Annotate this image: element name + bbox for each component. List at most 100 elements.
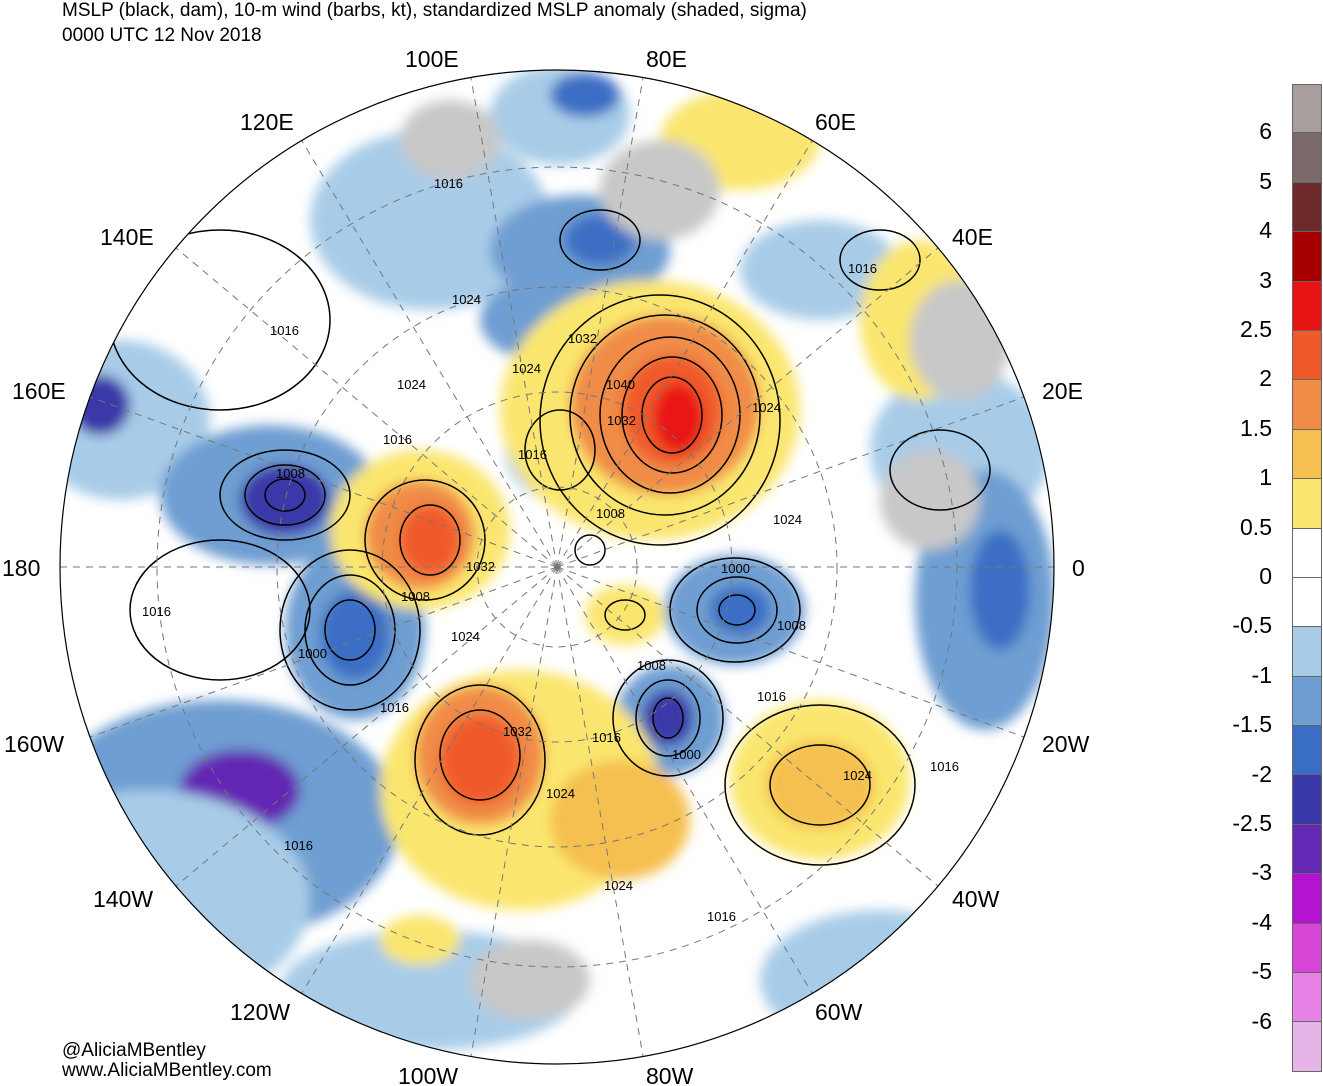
colorbar-tick-label: 1.5 — [1240, 414, 1272, 441]
colorbar-tick-label: 6 — [1259, 118, 1272, 145]
anomaly-colorbar — [1292, 84, 1322, 1072]
lon-label: 160E — [12, 378, 66, 404]
colorbar-swatch — [1292, 330, 1322, 381]
colorbar-tick-label: -2 — [1251, 760, 1272, 787]
map-title: MSLP (black, dam), 10-m wind (barbs, kt)… — [62, 0, 807, 21]
isobar-label: 1000 — [672, 747, 701, 762]
isobar-label: 1016 — [434, 176, 463, 191]
colorbar-tick-label: 1 — [1259, 464, 1272, 491]
colorbar-swatch — [1292, 627, 1322, 677]
lon-label: 20W — [1042, 731, 1090, 757]
isobar-label: 1024 — [773, 512, 802, 527]
isobar-label: 1000 — [298, 646, 327, 661]
longitude-labels: 100E 80E 120E 60E 140E 40E 160E 20E 180 … — [2, 46, 1090, 1086]
colorbar-tick-label: 0 — [1259, 563, 1272, 589]
lon-label: 80E — [646, 46, 687, 72]
isobar-label: 1016 — [380, 700, 409, 715]
anomaly-shading — [60, 70, 1054, 1064]
isobar-label: 1008 — [777, 618, 806, 633]
colorbar-swatch — [1292, 824, 1322, 875]
colorbar-swatch — [1292, 676, 1322, 727]
isobar-label: 1016 — [592, 730, 621, 745]
lon-label: 100E — [405, 46, 459, 72]
isobar-label: 1000 — [721, 561, 750, 576]
isobar-label: 1024 — [752, 400, 781, 415]
map-boundary — [59, 69, 1055, 1065]
colorbar-tick-label: 0.5 — [1240, 513, 1272, 540]
colorbar-swatch — [1292, 380, 1322, 430]
lon-label: 120W — [230, 999, 290, 1025]
colorbar-swatch — [1292, 973, 1322, 1023]
lon-label: 40W — [952, 886, 1000, 912]
colorbar-tick-label: -6 — [1251, 1007, 1272, 1034]
lon-label: 100W — [398, 1063, 458, 1086]
colorbar-tick-label: 2 — [1259, 365, 1272, 392]
colorbar-tick-label: 5 — [1259, 167, 1272, 194]
isobar-label: 1016 — [518, 447, 547, 462]
colorbar-swatch — [1292, 281, 1322, 331]
colorbar-swatch — [1292, 923, 1322, 974]
lon-label: 120E — [240, 109, 294, 135]
isobar-labels: 1016 1024 1016 1024 1032 1024 1040 1032 … — [142, 176, 959, 924]
colorbar-swatch — [1292, 84, 1322, 134]
isobar-label: 1016 — [848, 261, 877, 276]
lon-label: 0 — [1072, 555, 1085, 581]
colorbar-swatch — [1292, 874, 1322, 924]
colorbar-tick-label: -4 — [1251, 908, 1272, 935]
colorbar-tick-label: -3 — [1251, 859, 1272, 886]
isobar-label: 1016 — [757, 689, 786, 704]
colorbar-swatch — [1292, 479, 1322, 529]
colorbar-swatch — [1292, 133, 1322, 183]
colorbar-swatch — [1292, 1022, 1322, 1072]
lon-label: 60E — [815, 109, 856, 135]
lon-label: 40E — [952, 224, 993, 250]
isobar-label: 1008 — [401, 589, 430, 604]
colorbar-tick-label: -0.5 — [1232, 612, 1272, 639]
colorbar-tick-label: -1.5 — [1232, 711, 1272, 738]
colorbar-swatch — [1292, 775, 1322, 825]
lon-label: 160W — [4, 731, 64, 757]
isobar-label: 1016 — [930, 759, 959, 774]
lon-label: 180 — [2, 555, 40, 581]
isobar-label: 1024 — [451, 629, 480, 644]
isobar-label: 1024 — [546, 786, 575, 801]
isobar-label: 1016 — [383, 432, 412, 447]
lon-label: 20E — [1042, 378, 1083, 404]
lon-label: 80W — [646, 1063, 694, 1086]
colorbar-swatch — [1292, 577, 1322, 628]
colorbar-swatch — [1292, 182, 1322, 233]
isobar-label: 1032 — [568, 331, 597, 346]
isobar-label: 1016 — [142, 604, 171, 619]
isobar-label: 1008 — [637, 658, 666, 673]
isobar-label: 1032 — [607, 413, 636, 428]
isobar-label: 1016 — [270, 323, 299, 338]
isobar-label: 1024 — [512, 361, 541, 376]
lon-label: 140E — [100, 224, 154, 250]
colorbar-tick-label: -5 — [1251, 958, 1272, 985]
isobar-label: 1016 — [707, 909, 736, 924]
isobar-label: 1008 — [596, 506, 625, 521]
colorbar-swatch — [1292, 232, 1322, 282]
isobar-label: 1024 — [397, 377, 426, 392]
colorbar-tick-label: 3 — [1259, 266, 1272, 293]
lon-label: 60W — [815, 999, 863, 1025]
author-credit: @AliciaMBentley — [62, 1040, 206, 1061]
isobar-label: 1024 — [452, 292, 481, 307]
colorbar-swatch — [1292, 429, 1322, 480]
isobar-label: 1024 — [843, 768, 872, 783]
isobar-label: 1016 — [284, 838, 313, 853]
isobars — [109, 209, 991, 866]
author-website: www.AliciaMBentley.com — [62, 1060, 272, 1081]
isobar-label: 1008 — [276, 466, 305, 481]
isobar-label: 1024 — [604, 878, 633, 893]
colorbar-tick-label: 4 — [1259, 217, 1272, 244]
map-valid-time: 0000 UTC 12 Nov 2018 — [62, 25, 262, 46]
colorbar-tick-label: -1 — [1251, 661, 1272, 688]
colorbar-swatch — [1292, 726, 1322, 776]
colorbar-tick-label: 2.5 — [1240, 316, 1272, 342]
isobar-label: 1032 — [503, 724, 532, 739]
lon-label: 140W — [93, 886, 153, 912]
isobar-label: 1032 — [466, 559, 495, 574]
graticule — [60, 77, 1054, 1057]
